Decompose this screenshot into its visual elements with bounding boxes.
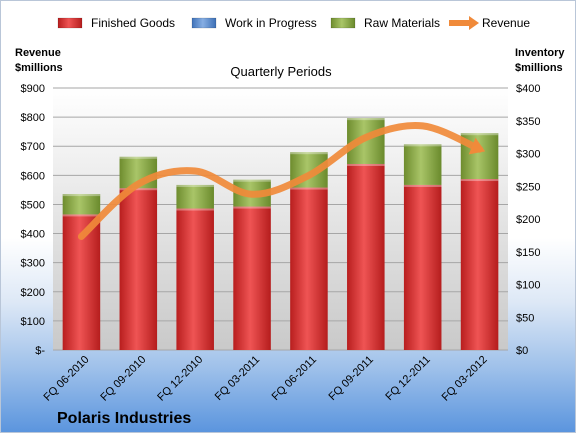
bar-highlight <box>404 144 442 146</box>
right-tick-label: $400 <box>516 83 540 95</box>
x-tick-label: FQ 12-2010 <box>155 354 205 404</box>
legend-swatch-raw-materials <box>331 18 355 28</box>
legend-label-work-in-progress: Work in Progress <box>225 16 317 30</box>
right-axis-ticks: $0 $50 $100 $150 $200 $250 $300 $350 $400 <box>516 83 540 357</box>
right-tick-label: $50 <box>516 312 534 324</box>
x-tick-label: FQ 12-2011 <box>383 354 432 403</box>
left-tick-label: $400 <box>21 229 45 241</box>
chart-subtitle: Quarterly Periods <box>230 64 332 79</box>
bar-highlight <box>233 180 271 182</box>
bar-highlight <box>347 118 385 120</box>
legend-label-raw-materials: Raw Materials <box>364 16 440 30</box>
bar-highlight <box>290 152 328 154</box>
left-tick-label: $300 <box>21 258 45 270</box>
right-tick-label: $0 <box>516 345 528 357</box>
bar-raw-materials <box>404 144 442 185</box>
legend-label-revenue: Revenue <box>482 16 530 30</box>
bar-highlight <box>176 185 214 187</box>
left-tick-label: $700 <box>21 141 45 153</box>
left-axis-ticks: $- $100 $200 $300 $400 $500 $600 $700 $800 $900 <box>21 83 46 357</box>
left-axis-title-line2: $millions <box>15 62 63 74</box>
bar-finished-goods <box>461 179 499 350</box>
bar-raw-materials <box>176 185 214 209</box>
bar-finished-goods <box>176 209 214 350</box>
bar-highlight <box>63 194 101 196</box>
bar-highlight <box>63 214 101 216</box>
legend-label-finished-goods: Finished Goods <box>91 16 175 30</box>
right-tick-label: $300 <box>516 149 540 161</box>
bar-highlight <box>404 185 442 187</box>
company-name: Polaris Industries <box>57 410 191 427</box>
left-tick-label: $800 <box>21 112 45 124</box>
right-tick-label: $100 <box>516 280 540 292</box>
left-tick-label: $900 <box>21 83 45 95</box>
x-tick-label: FQ 06-2011 <box>270 354 319 403</box>
bar-highlight <box>461 133 499 135</box>
right-axis-title-line2: $millions <box>515 62 563 74</box>
bar-finished-goods <box>404 185 442 350</box>
bar-highlight <box>347 164 385 166</box>
x-tick-label: FQ 03-2012 <box>440 354 490 404</box>
left-axis-title-line1: Revenue <box>15 47 61 59</box>
right-tick-label: $250 <box>516 181 540 193</box>
bar-finished-goods <box>233 207 271 350</box>
right-tick-label: $150 <box>516 247 540 259</box>
legend-swatch-work-in-progress <box>192 18 216 28</box>
left-tick-label: $200 <box>21 287 45 299</box>
left-tick-label: $600 <box>21 170 45 182</box>
left-tick-label: $- <box>35 345 45 357</box>
bar-highlight <box>461 179 499 181</box>
right-tick-label: $350 <box>516 116 540 128</box>
x-tick-label: FQ 06-2010 <box>42 354 92 404</box>
right-tick-label: $200 <box>516 214 540 226</box>
x-tick-label: FQ 09-2011 <box>327 354 376 403</box>
bar-highlight <box>120 157 158 159</box>
left-tick-label: $500 <box>21 199 45 211</box>
x-tick-label: FQ 09-2010 <box>98 354 148 404</box>
legend-swatch-finished-goods <box>58 18 82 28</box>
bar-finished-goods <box>347 164 385 350</box>
right-axis-title-line1: Inventory <box>515 47 565 59</box>
bar-raw-materials <box>63 194 101 214</box>
legend: Finished Goods Work in Progress Raw Materi… <box>58 16 530 30</box>
legend-arrowhead <box>469 16 479 30</box>
left-tick-label: $100 <box>21 316 45 328</box>
bar-finished-goods <box>120 188 158 350</box>
x-tick-label: FQ 03-2011 <box>213 354 262 403</box>
bar-finished-goods <box>290 188 328 350</box>
bar-highlight <box>233 207 271 209</box>
bar-highlight <box>290 188 328 190</box>
bar-highlight <box>176 209 214 211</box>
